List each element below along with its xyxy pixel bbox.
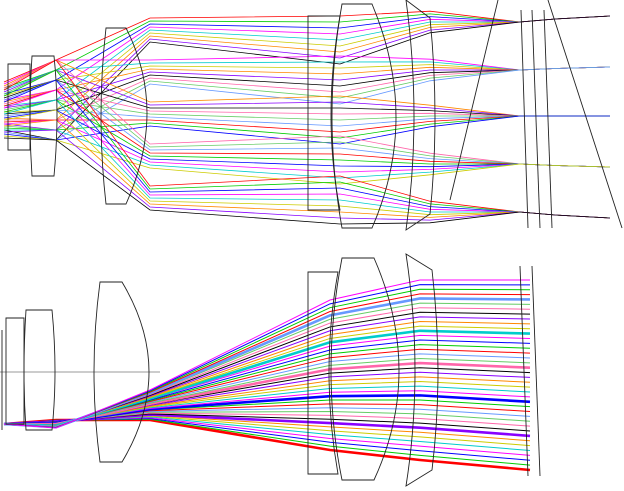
top-ray-bundles: [3, 10, 611, 225]
lens-element-7: [449, 0, 499, 201]
lens-element-6b: [405, 253, 439, 487]
lens-element-5: [331, 3, 397, 229]
bottom-ray: [3, 279, 530, 429]
lens-element-5b: [330, 257, 400, 481]
top-ray: [3, 66, 611, 141]
lens-element-2b: [23, 309, 56, 431]
window-plate-1b: [519, 265, 529, 477]
top-ray: [3, 115, 610, 133]
bottom-ray: [3, 418, 531, 472]
top-ray: [3, 13, 611, 89]
top-ray: [3, 137, 611, 225]
bottom-ray: [3, 316, 531, 427]
lens-element-1b: [5, 317, 25, 425]
lens-element-4b: [307, 271, 339, 475]
top-lens-elements: [7, 0, 623, 231]
window-plate-1: [520, 9, 529, 229]
top-ray-trace-panel: [3, 0, 623, 231]
lens-element-3: [100, 27, 148, 205]
bottom-ray-trace-panel: [0, 253, 541, 487]
top-ray: [3, 115, 610, 145]
bottom-lens-elements: [0, 253, 541, 487]
image-surface: [547, 0, 623, 229]
top-ray: [3, 109, 611, 168]
lens-element-1: [7, 63, 31, 151]
top-ray: [3, 15, 611, 141]
top-ray: [3, 15, 611, 101]
window-plate-2b: [531, 265, 541, 477]
window-plate-2: [531, 9, 541, 229]
lens-element-6: [405, 0, 436, 231]
lens-element-3b: [93, 281, 150, 463]
window-plate-3: [543, 9, 553, 229]
bottom-ray-fan: [3, 279, 531, 472]
top-ray: [3, 129, 611, 221]
top-ray: [3, 61, 611, 91]
lens-element-2: [29, 55, 58, 177]
top-ray: [3, 135, 611, 185]
